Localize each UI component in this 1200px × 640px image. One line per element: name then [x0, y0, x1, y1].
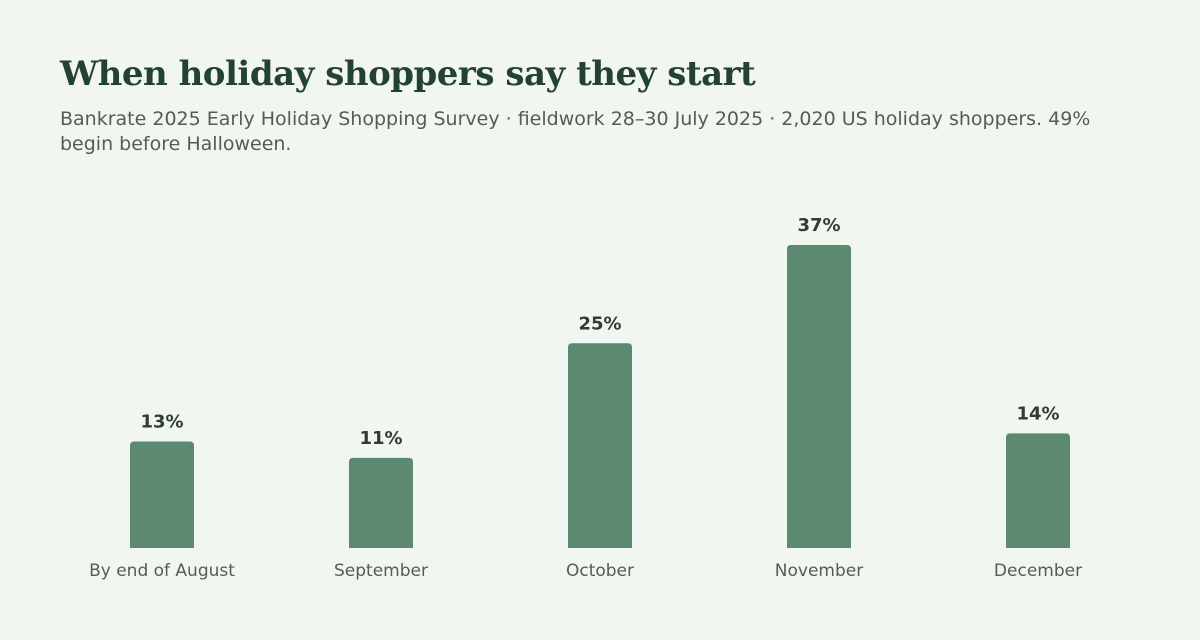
bar-value-label: 14% [1016, 403, 1059, 424]
category-label: September [334, 561, 428, 581]
bar-value-label: 37% [797, 215, 840, 236]
category-label: By end of August [89, 561, 235, 581]
bar-by-end-of-august [130, 441, 194, 548]
bar-value-label: 13% [140, 412, 183, 433]
bar-november [787, 245, 851, 548]
chart-title: When holiday shoppers say they start [60, 54, 756, 94]
bar-september [349, 457, 413, 548]
category-label: October [566, 561, 634, 581]
bar-value-label: 11% [359, 428, 402, 449]
bar-december [1006, 433, 1070, 548]
category-label: November [775, 561, 863, 581]
bar-october [568, 343, 632, 548]
chart-subtitle: Bankrate 2025 Early Holiday Shopping Sur… [60, 108, 1091, 155]
category-label: December [994, 561, 1082, 581]
bar-value-label: 25% [578, 313, 621, 334]
